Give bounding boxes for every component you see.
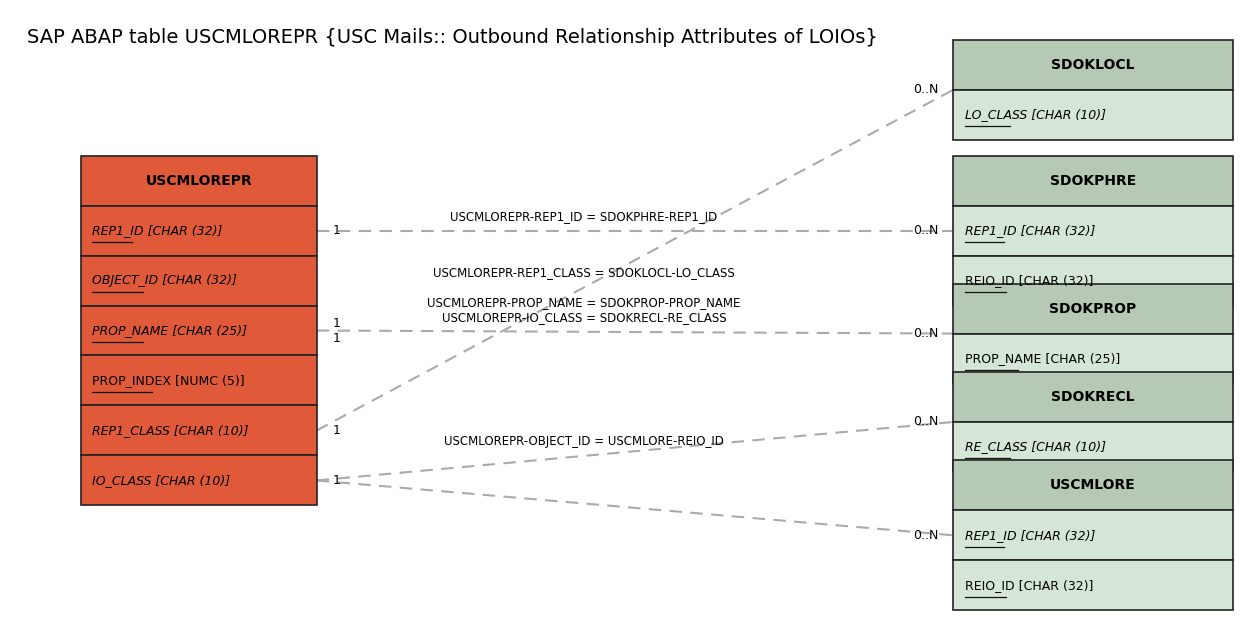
Text: SDOKRECL: SDOKRECL — [1051, 390, 1135, 404]
FancyBboxPatch shape — [81, 356, 316, 406]
FancyBboxPatch shape — [81, 156, 316, 205]
FancyBboxPatch shape — [954, 90, 1232, 140]
Text: SDOKPHRE: SDOKPHRE — [1050, 174, 1137, 188]
Text: SDOKPROP: SDOKPROP — [1050, 302, 1137, 315]
FancyBboxPatch shape — [81, 455, 316, 506]
Text: 1: 1 — [333, 424, 340, 437]
Text: REP1_ID [CHAR (32)]: REP1_ID [CHAR (32)] — [964, 224, 1095, 237]
FancyBboxPatch shape — [954, 333, 1232, 384]
Text: PROP_NAME [CHAR (25)]: PROP_NAME [CHAR (25)] — [964, 352, 1120, 365]
FancyBboxPatch shape — [954, 156, 1232, 205]
FancyBboxPatch shape — [81, 406, 316, 455]
Text: USCMLOREPR-REP1_ID = SDOKPHRE-REP1_ID: USCMLOREPR-REP1_ID = SDOKPHRE-REP1_ID — [451, 210, 718, 223]
FancyBboxPatch shape — [954, 460, 1232, 510]
Text: USCMLOREPR: USCMLOREPR — [145, 174, 252, 188]
Text: 0..N: 0..N — [914, 529, 939, 542]
FancyBboxPatch shape — [81, 205, 316, 256]
Text: PROP_INDEX [NUMC (5)]: PROP_INDEX [NUMC (5)] — [92, 374, 244, 387]
Text: SAP ABAP table USCMLOREPR {USC Mails:: Outbound Relationship Attributes of LOIOs: SAP ABAP table USCMLOREPR {USC Mails:: O… — [28, 27, 878, 47]
Text: USCMLOREPR-OBJECT_ID = USCMLORE-REIO_ID: USCMLOREPR-OBJECT_ID = USCMLORE-REIO_ID — [444, 435, 724, 448]
Text: LO_CLASS [CHAR (10)]: LO_CLASS [CHAR (10)] — [964, 108, 1105, 121]
Text: OBJECT_ID [CHAR (32)]: OBJECT_ID [CHAR (32)] — [92, 274, 237, 287]
Text: 1: 1 — [333, 224, 340, 237]
Text: SDOKLOCL: SDOKLOCL — [1051, 58, 1135, 72]
Text: 0..N: 0..N — [914, 83, 939, 96]
Text: REIO_ID [CHAR (32)]: REIO_ID [CHAR (32)] — [964, 274, 1092, 287]
FancyBboxPatch shape — [954, 256, 1232, 305]
FancyBboxPatch shape — [954, 284, 1232, 333]
Text: IO_CLASS [CHAR (10)]: IO_CLASS [CHAR (10)] — [92, 474, 231, 487]
Text: REIO_ID [CHAR (32)]: REIO_ID [CHAR (32)] — [964, 579, 1092, 592]
Text: USCMLOREPR-PROP_NAME = SDOKPROP-PROP_NAME
USCMLOREPR-IO_CLASS = SDOKRECL-RE_CLAS: USCMLOREPR-PROP_NAME = SDOKPROP-PROP_NAM… — [427, 296, 741, 324]
Text: 0..N: 0..N — [914, 327, 939, 340]
Text: REP1_ID [CHAR (32)]: REP1_ID [CHAR (32)] — [964, 529, 1095, 542]
FancyBboxPatch shape — [81, 256, 316, 305]
Text: USCMLOREPR-REP1_CLASS = SDOKLOCL-LO_CLASS: USCMLOREPR-REP1_CLASS = SDOKLOCL-LO_CLAS… — [433, 266, 735, 279]
Text: 1: 1 — [333, 474, 340, 487]
Text: REP1_CLASS [CHAR (10)]: REP1_CLASS [CHAR (10)] — [92, 424, 248, 437]
Text: RE_CLASS [CHAR (10)]: RE_CLASS [CHAR (10)] — [964, 440, 1105, 453]
FancyBboxPatch shape — [954, 560, 1232, 610]
Text: 0..N: 0..N — [914, 415, 939, 429]
FancyBboxPatch shape — [954, 205, 1232, 256]
FancyBboxPatch shape — [81, 305, 316, 356]
Text: REP1_ID [CHAR (32)]: REP1_ID [CHAR (32)] — [92, 224, 223, 237]
FancyBboxPatch shape — [954, 510, 1232, 560]
FancyBboxPatch shape — [954, 40, 1232, 90]
FancyBboxPatch shape — [954, 422, 1232, 472]
FancyBboxPatch shape — [954, 372, 1232, 422]
Text: USCMLORE: USCMLORE — [1050, 478, 1135, 493]
Text: PROP_NAME [CHAR (25)]: PROP_NAME [CHAR (25)] — [92, 324, 247, 337]
Text: 0..N: 0..N — [914, 224, 939, 237]
Text: 1
1: 1 1 — [333, 317, 340, 345]
